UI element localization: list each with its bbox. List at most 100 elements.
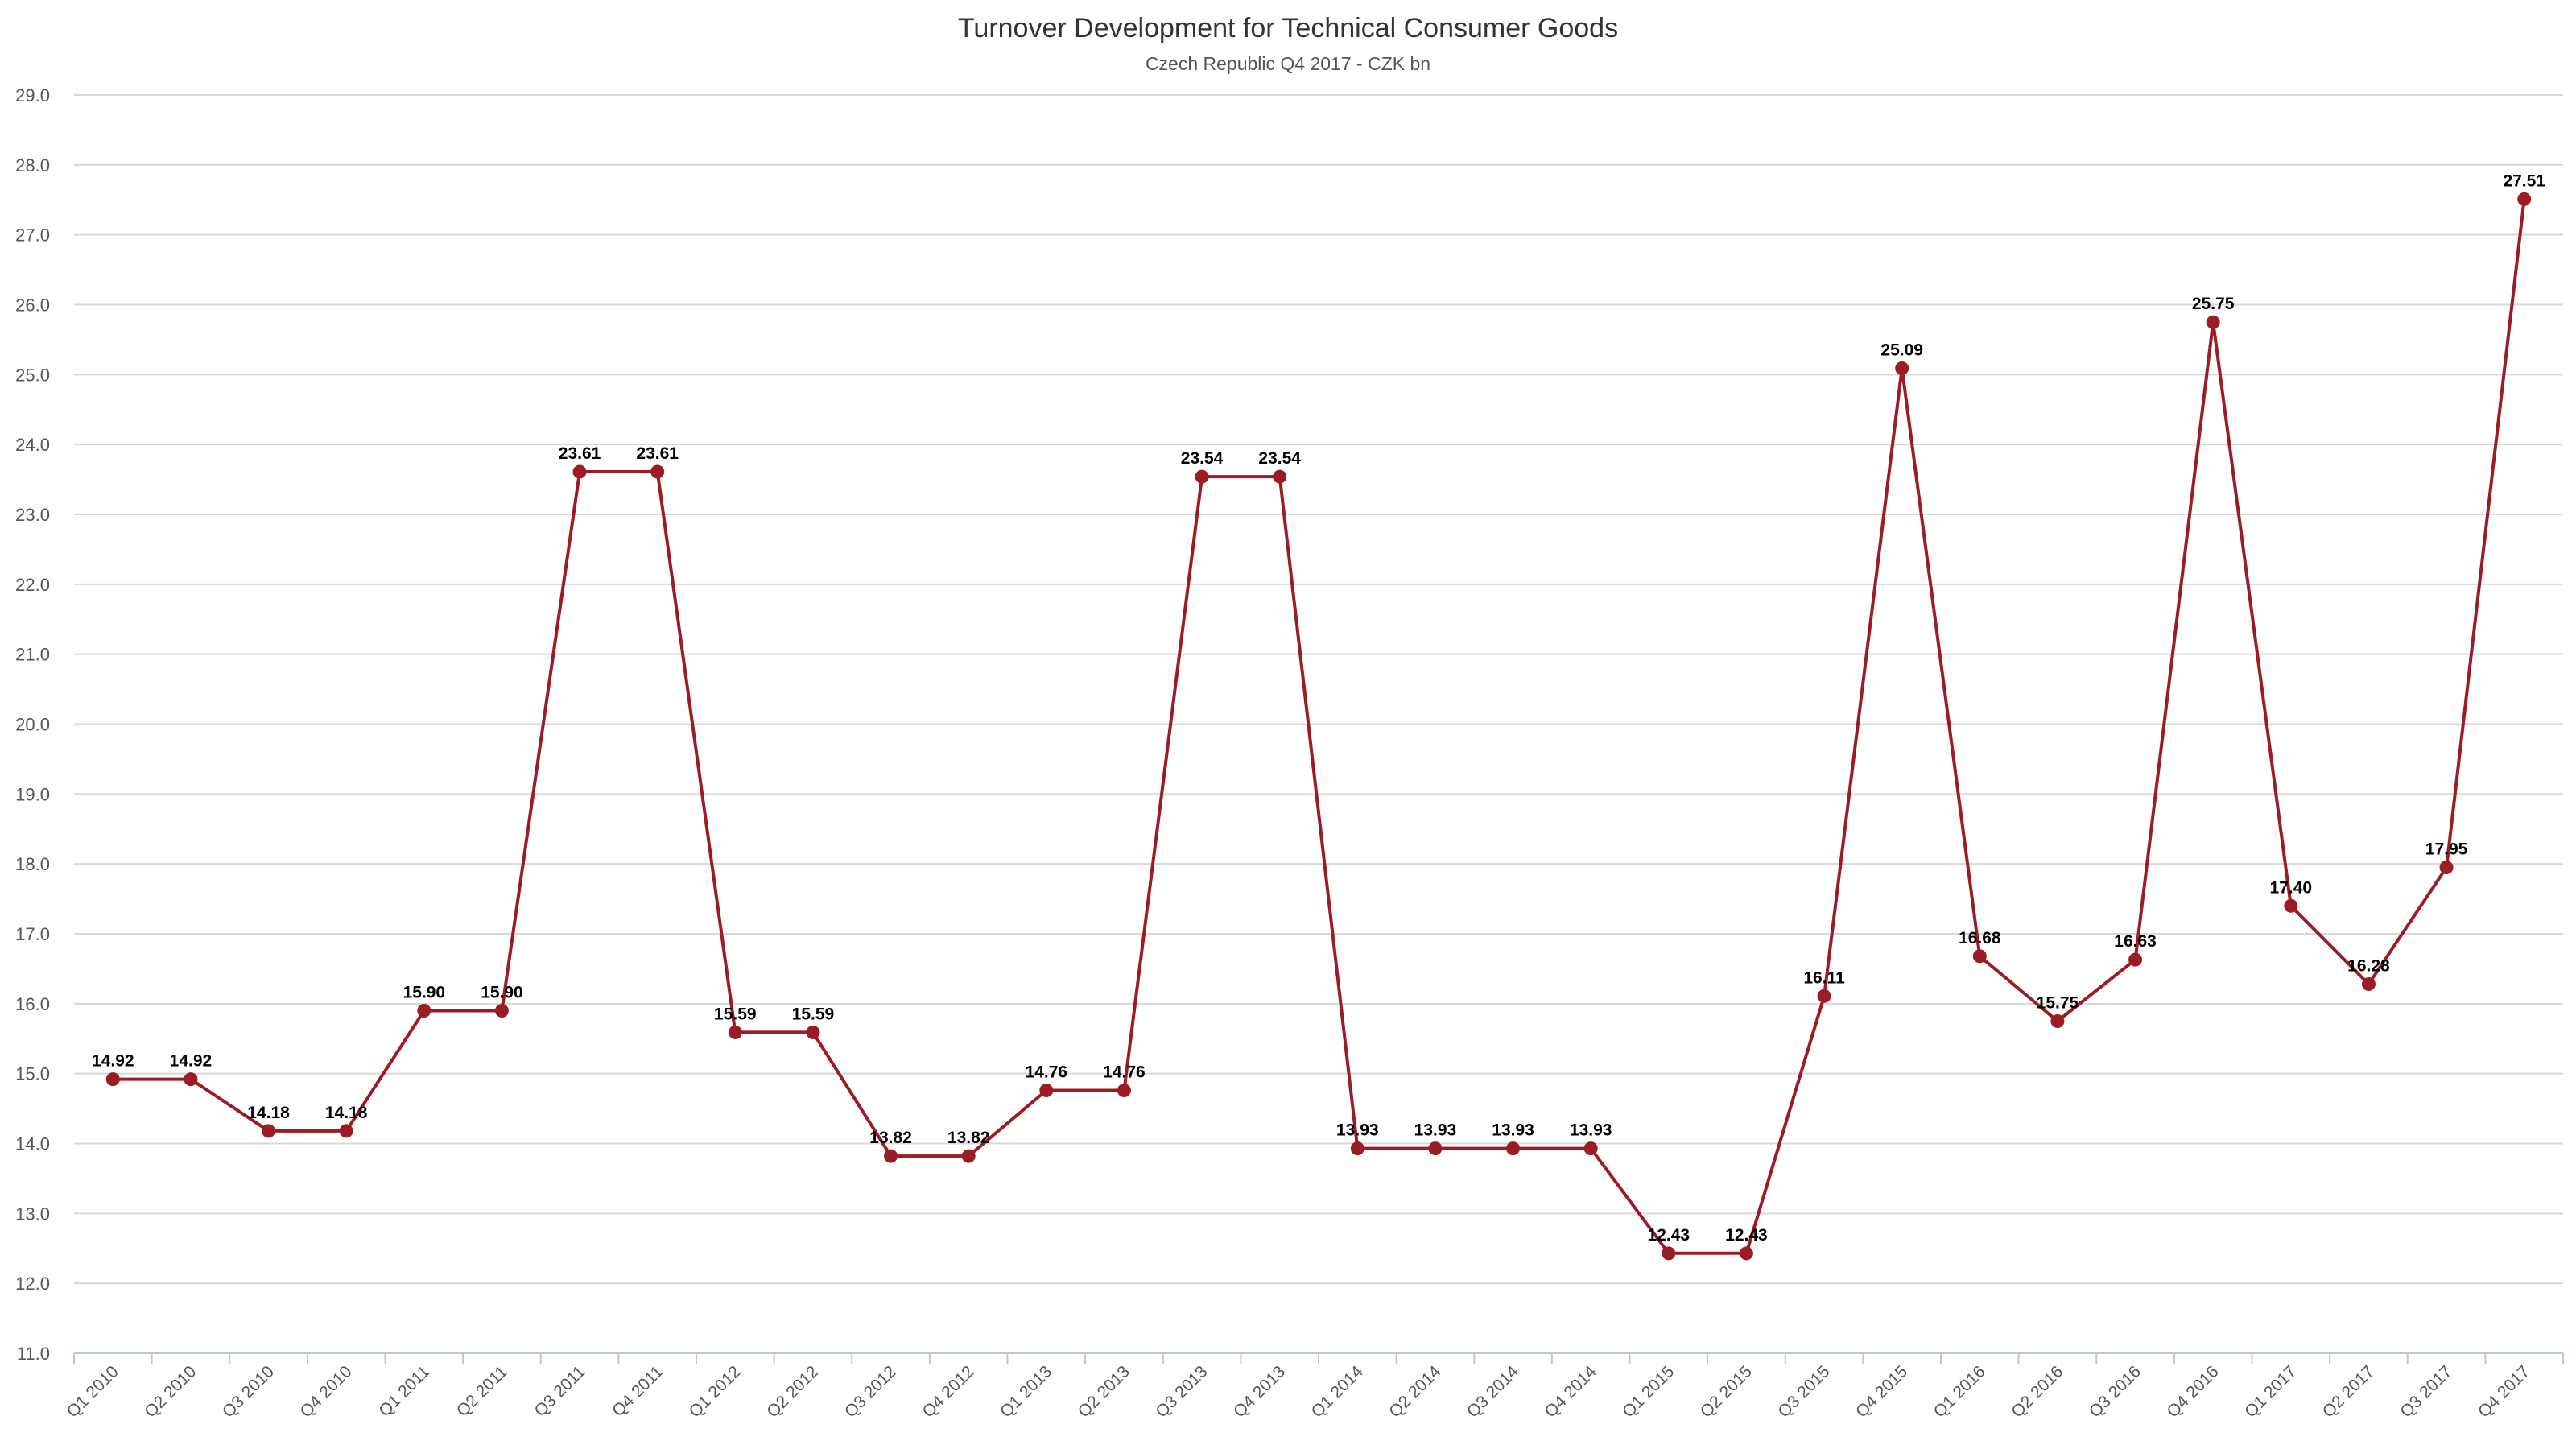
data-label: 15.59 — [792, 1005, 835, 1023]
data-label: 13.93 — [1570, 1121, 1612, 1140]
x-tick-label: Q4 2014 — [1541, 1362, 1600, 1421]
y-tick-label: 17.0 — [15, 924, 50, 944]
y-tick-label: 13.0 — [15, 1203, 50, 1224]
data-point[interactable] — [1895, 361, 1909, 376]
data-point[interactable] — [262, 1124, 276, 1138]
x-tick-label: Q2 2011 — [453, 1362, 511, 1420]
data-label: 12.43 — [1725, 1226, 1768, 1245]
data-point[interactable] — [1273, 469, 1287, 484]
data-label: 13.93 — [1414, 1121, 1457, 1140]
data-label: 23.61 — [559, 444, 601, 463]
x-tick-label: Q3 2010 — [219, 1362, 278, 1421]
data-point[interactable] — [2361, 977, 2376, 992]
data-label: 13.93 — [1492, 1121, 1534, 1140]
data-point[interactable] — [1506, 1141, 1521, 1156]
data-label: 13.93 — [1336, 1121, 1379, 1140]
x-tick-label: Q1 2011 — [375, 1362, 433, 1420]
data-point[interactable] — [1350, 1141, 1364, 1156]
y-tick-label: 23.0 — [15, 505, 50, 525]
x-tick-label: Q1 2014 — [1308, 1362, 1367, 1421]
series-line — [113, 199, 2526, 1255]
y-tick-label: 15.0 — [15, 1064, 50, 1084]
x-tick-label: Q1 2010 — [64, 1362, 122, 1421]
y-tick-label: 21.0 — [15, 645, 50, 665]
chart-title: Turnover Development for Technical Consu… — [957, 13, 1619, 43]
data-label: 27.51 — [2503, 171, 2545, 190]
data-label: 17.40 — [2270, 878, 2313, 897]
x-tick-label: Q1 2015 — [1619, 1362, 1678, 1421]
chart-subtitle: Czech Republic Q4 2017 - CZK bn — [1145, 53, 1431, 74]
data-label: 23.54 — [1181, 449, 1224, 468]
data-point[interactable] — [184, 1072, 198, 1087]
data-point[interactable] — [2517, 192, 2532, 206]
data-point[interactable] — [1739, 1246, 1753, 1261]
data-label: 14.18 — [325, 1104, 368, 1122]
data-point[interactable] — [728, 1025, 742, 1039]
data-label: 14.92 — [170, 1052, 213, 1071]
x-tick-label: Q1 2016 — [1930, 1362, 1989, 1421]
x-tick-label: Q4 2010 — [296, 1362, 355, 1421]
x-tick-label: Q2 2017 — [2319, 1362, 2378, 1421]
x-tick-label: Q4 2015 — [1852, 1362, 1911, 1421]
data-label: 13.82 — [869, 1129, 912, 1147]
data-point[interactable] — [2206, 315, 2220, 329]
axis-layer: 11.0 12.0 13.0 14.0 15.0 16.0 17.0 18.0 19.0 20.0… — [15, 85, 2564, 1422]
data-point[interactable] — [1195, 469, 1209, 484]
y-tick-label: 12.0 — [15, 1274, 50, 1294]
data-point[interactable] — [961, 1149, 976, 1163]
data-point[interactable] — [572, 464, 587, 479]
y-tick-label: 29.0 — [15, 85, 50, 105]
data-label: 12.43 — [1648, 1226, 1690, 1245]
x-tick-label: Q4 2017 — [2475, 1362, 2533, 1421]
x-tick-label: Q1 2013 — [997, 1362, 1055, 1421]
x-tick-label: Q2 2015 — [1697, 1362, 1756, 1421]
data-point[interactable] — [105, 1072, 120, 1087]
y-tick-label: 22.0 — [15, 575, 50, 595]
x-tick-label: Q4 2011 — [609, 1362, 667, 1420]
data-label: 14.92 — [92, 1052, 134, 1071]
x-tick-label: Q1 2012 — [686, 1362, 745, 1421]
x-tick-label: Q2 2014 — [1385, 1362, 1444, 1421]
y-tick-label: 20.0 — [15, 715, 50, 735]
data-point[interactable] — [1972, 949, 1987, 964]
data-point[interactable] — [1039, 1084, 1054, 1098]
data-point[interactable] — [806, 1025, 820, 1039]
x-tick-label: Q2 2012 — [763, 1362, 822, 1421]
x-tick-label: Q3 2016 — [2086, 1362, 2145, 1421]
x-tick-label: Q2 2016 — [2008, 1362, 2066, 1421]
y-tick-label: 19.0 — [15, 784, 50, 804]
data-label: 16.68 — [1959, 929, 2001, 947]
data-point[interactable] — [1117, 1084, 1131, 1098]
y-tick-label: 14.0 — [15, 1134, 50, 1154]
data-point[interactable] — [2128, 952, 2143, 967]
data-point[interactable] — [1662, 1246, 1676, 1261]
y-tick-label: 28.0 — [15, 155, 50, 175]
data-label: 16.28 — [2347, 957, 2390, 976]
data-point[interactable] — [339, 1124, 353, 1138]
data-label: 16.63 — [2114, 932, 2157, 951]
data-point[interactable] — [2050, 1014, 2065, 1029]
x-tick-label: Q3 2012 — [841, 1362, 900, 1421]
data-point[interactable] — [1817, 989, 1831, 1003]
x-tick-label: Q4 2016 — [2163, 1362, 2222, 1421]
data-point[interactable] — [494, 1004, 509, 1018]
data-label: 17.95 — [2425, 840, 2468, 859]
data-label: 14.18 — [247, 1104, 290, 1122]
data-label: 15.90 — [481, 984, 523, 1002]
data-label: 15.59 — [714, 1005, 757, 1023]
data-point[interactable] — [1583, 1141, 1598, 1156]
y-tick-label: 25.0 — [15, 365, 50, 385]
data-point[interactable] — [650, 464, 665, 479]
series-layer — [105, 192, 2532, 1261]
data-point[interactable] — [1428, 1141, 1443, 1156]
data-point[interactable] — [884, 1149, 898, 1163]
data-label-layer: 14.92 14.92 14.18 14.18 15.90 15.90 23.61 23.61… — [92, 171, 2545, 1244]
data-label: 13.82 — [947, 1129, 990, 1147]
data-point[interactable] — [2439, 861, 2454, 875]
data-label: 15.90 — [403, 984, 446, 1002]
data-point[interactable] — [2284, 898, 2298, 913]
x-tick-label: Q3 2013 — [1152, 1362, 1211, 1421]
data-point[interactable] — [417, 1004, 431, 1018]
data-label: 15.75 — [2037, 994, 2079, 1013]
